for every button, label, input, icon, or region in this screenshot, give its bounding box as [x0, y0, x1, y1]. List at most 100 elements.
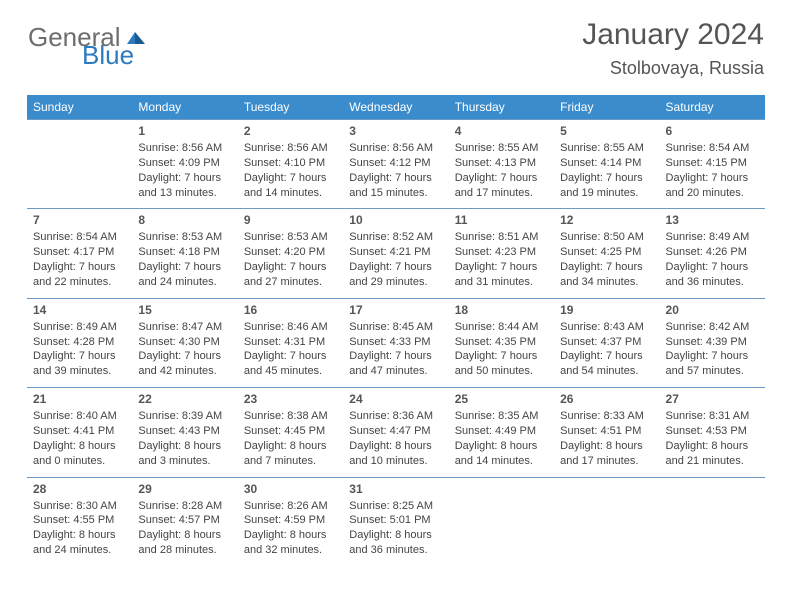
calendar-day-cell: 11 Sunrise: 8:51 AMSunset: 4:23 PMDayligh…	[449, 209, 554, 298]
day-number: 9	[244, 213, 337, 227]
weekday-header: Wednesday	[343, 95, 448, 120]
day-number: 20	[666, 303, 759, 317]
calendar-day-cell: 30 Sunrise: 8:26 AMSunset: 4:59 PMDayligh…	[238, 477, 343, 566]
weekday-header: Sunday	[27, 95, 132, 120]
calendar-day-cell: 23Sunrise: 8:38 AMSunset: 4:45 PMDayligh…	[238, 388, 343, 477]
day-info: Sunrise: 8:33 AMSunset: 4:51 PMDaylight:…	[560, 409, 653, 468]
day-info: Sunrise: 8:47 AMSunset: 4:30 PMDaylight:…	[138, 320, 231, 379]
day-number: 16	[244, 303, 337, 317]
day-number: 4	[455, 124, 548, 138]
calendar-day-cell: 8 Sunrise: 8:53 AMSunset: 4:18 PMDaylight…	[132, 209, 237, 298]
day-number: 15	[138, 303, 231, 317]
day-number: 31	[349, 482, 442, 496]
title-block: January 2024 Stolbovaya, Russia	[582, 18, 764, 79]
day-number: 8	[138, 213, 231, 227]
calendar-day-cell: 26 Sunrise: 8:33 AMSunset: 4:51 PMDayligh…	[554, 388, 659, 477]
header: General Blue January 2024 Stolbovaya, Ru…	[0, 0, 792, 95]
weekday-header: Tuesday	[238, 95, 343, 120]
day-info: Sunrise: 8:36 AMSunset: 4:47 PMDaylight:…	[349, 409, 442, 468]
day-number: 13	[666, 213, 759, 227]
calendar-body: 1 Sunrise: 8:56 AMSunset: 4:09 PMDaylight…	[27, 120, 765, 566]
day-info: Sunrise: 8:43 AMSunset: 4:37 PMDaylight:…	[560, 320, 653, 379]
day-info: Sunrise: 8:46 AMSunset: 4:31 PMDaylight:…	[244, 320, 337, 379]
day-info: Sunrise: 8:54 AMSunset: 4:15 PMDaylight:…	[666, 141, 759, 200]
calendar-day-cell: 2 Sunrise: 8:56 AMSunset: 4:10 PMDaylight…	[238, 120, 343, 209]
day-info: Sunrise: 8:51 AMSunset: 4:23 PMDaylight:…	[455, 230, 548, 289]
day-number: 26	[560, 392, 653, 406]
day-info: Sunrise: 8:56 AMSunset: 4:10 PMDaylight:…	[244, 141, 337, 200]
calendar-week-row: 28Sunrise: 8:30 AMSunset: 4:55 PMDayligh…	[27, 477, 765, 566]
calendar-day-cell: 12 Sunrise: 8:50 AMSunset: 4:25 PMDayligh…	[554, 209, 659, 298]
calendar-day-cell: 22 Sunrise: 8:39 AMSunset: 4:43 PMDayligh…	[132, 388, 237, 477]
calendar-empty-cell	[554, 477, 659, 566]
calendar-day-cell: 27 Sunrise: 8:31 AMSunset: 4:53 PMDayligh…	[660, 388, 765, 477]
day-number: 30	[244, 482, 337, 496]
day-number: 5	[560, 124, 653, 138]
calendar-day-cell: 31 Sunrise: 8:25 AMSunset: 5:01 PMDayligh…	[343, 477, 448, 566]
day-info: Sunrise: 8:45 AMSunset: 4:33 PMDaylight:…	[349, 320, 442, 379]
day-info: Sunrise: 8:50 AMSunset: 4:25 PMDaylight:…	[560, 230, 653, 289]
weekday-header: Monday	[132, 95, 237, 120]
calendar-day-cell: 10 Sunrise: 8:52 AMSunset: 4:21 PMDayligh…	[343, 209, 448, 298]
day-info: Sunrise: 8:52 AMSunset: 4:21 PMDaylight:…	[349, 230, 442, 289]
calendar-day-cell: 15 Sunrise: 8:47 AMSunset: 4:30 PMDayligh…	[132, 298, 237, 387]
day-number: 23	[244, 392, 337, 406]
calendar-day-cell: 28Sunrise: 8:30 AMSunset: 4:55 PMDayligh…	[27, 477, 132, 566]
day-info: Sunrise: 8:26 AMSunset: 4:59 PMDaylight:…	[244, 499, 337, 558]
calendar-empty-cell	[27, 120, 132, 209]
logo: General Blue	[28, 18, 151, 53]
day-info: Sunrise: 8:55 AMSunset: 4:14 PMDaylight:…	[560, 141, 653, 200]
calendar-day-cell: 18 Sunrise: 8:44 AMSunset: 4:35 PMDayligh…	[449, 298, 554, 387]
calendar-day-cell: 29Sunrise: 8:28 AMSunset: 4:57 PMDayligh…	[132, 477, 237, 566]
day-number: 29	[138, 482, 231, 496]
calendar-week-row: 14 Sunrise: 8:49 AMSunset: 4:28 PMDayligh…	[27, 298, 765, 387]
day-info: Sunrise: 8:54 AMSunset: 4:17 PMDaylight:…	[33, 230, 126, 289]
calendar-day-cell: 14 Sunrise: 8:49 AMSunset: 4:28 PMDayligh…	[27, 298, 132, 387]
calendar-empty-cell	[449, 477, 554, 566]
calendar-day-cell: 21Sunrise: 8:40 AMSunset: 4:41 PMDayligh…	[27, 388, 132, 477]
location-subtitle: Stolbovaya, Russia	[582, 58, 764, 79]
day-number: 27	[666, 392, 759, 406]
logo-text-blue: Blue	[82, 40, 134, 71]
day-info: Sunrise: 8:31 AMSunset: 4:53 PMDaylight:…	[666, 409, 759, 468]
day-info: Sunrise: 8:56 AMSunset: 4:09 PMDaylight:…	[138, 141, 231, 200]
day-number: 17	[349, 303, 442, 317]
day-number: 22	[138, 392, 231, 406]
calendar-day-cell: 7Sunrise: 8:54 AMSunset: 4:17 PMDaylight…	[27, 209, 132, 298]
day-number: 28	[33, 482, 126, 496]
calendar-day-cell: 25Sunrise: 8:35 AMSunset: 4:49 PMDayligh…	[449, 388, 554, 477]
calendar-day-cell: 17 Sunrise: 8:45 AMSunset: 4:33 PMDayligh…	[343, 298, 448, 387]
weekday-header: Saturday	[660, 95, 765, 120]
weekday-header: Thursday	[449, 95, 554, 120]
page-title: January 2024	[582, 18, 764, 52]
calendar-day-cell: 4 Sunrise: 8:55 AMSunset: 4:13 PMDaylight…	[449, 120, 554, 209]
calendar-header-row: SundayMondayTuesdayWednesdayThursdayFrid…	[27, 95, 765, 120]
calendar-week-row: 21Sunrise: 8:40 AMSunset: 4:41 PMDayligh…	[27, 388, 765, 477]
day-number: 12	[560, 213, 653, 227]
calendar-day-cell: 3 Sunrise: 8:56 AMSunset: 4:12 PMDaylight…	[343, 120, 448, 209]
day-number: 3	[349, 124, 442, 138]
day-number: 25	[455, 392, 548, 406]
calendar-day-cell: 19 Sunrise: 8:43 AMSunset: 4:37 PMDayligh…	[554, 298, 659, 387]
day-number: 11	[455, 213, 548, 227]
day-number: 14	[33, 303, 126, 317]
day-info: Sunrise: 8:56 AMSunset: 4:12 PMDaylight:…	[349, 141, 442, 200]
day-info: Sunrise: 8:53 AMSunset: 4:18 PMDaylight:…	[138, 230, 231, 289]
day-number: 1	[138, 124, 231, 138]
day-info: Sunrise: 8:39 AMSunset: 4:43 PMDaylight:…	[138, 409, 231, 468]
day-number: 18	[455, 303, 548, 317]
day-number: 21	[33, 392, 126, 406]
day-info: Sunrise: 8:44 AMSunset: 4:35 PMDaylight:…	[455, 320, 548, 379]
day-number: 2	[244, 124, 337, 138]
day-number: 19	[560, 303, 653, 317]
day-info: Sunrise: 8:25 AMSunset: 5:01 PMDaylight:…	[349, 499, 442, 558]
calendar-day-cell: 24Sunrise: 8:36 AMSunset: 4:47 PMDayligh…	[343, 388, 448, 477]
day-number: 10	[349, 213, 442, 227]
day-info: Sunrise: 8:55 AMSunset: 4:13 PMDaylight:…	[455, 141, 548, 200]
day-info: Sunrise: 8:49 AMSunset: 4:28 PMDaylight:…	[33, 320, 126, 379]
calendar-week-row: 1 Sunrise: 8:56 AMSunset: 4:09 PMDaylight…	[27, 120, 765, 209]
calendar-empty-cell	[660, 477, 765, 566]
calendar-day-cell: 16 Sunrise: 8:46 AMSunset: 4:31 PMDayligh…	[238, 298, 343, 387]
day-info: Sunrise: 8:53 AMSunset: 4:20 PMDaylight:…	[244, 230, 337, 289]
day-info: Sunrise: 8:49 AMSunset: 4:26 PMDaylight:…	[666, 230, 759, 289]
